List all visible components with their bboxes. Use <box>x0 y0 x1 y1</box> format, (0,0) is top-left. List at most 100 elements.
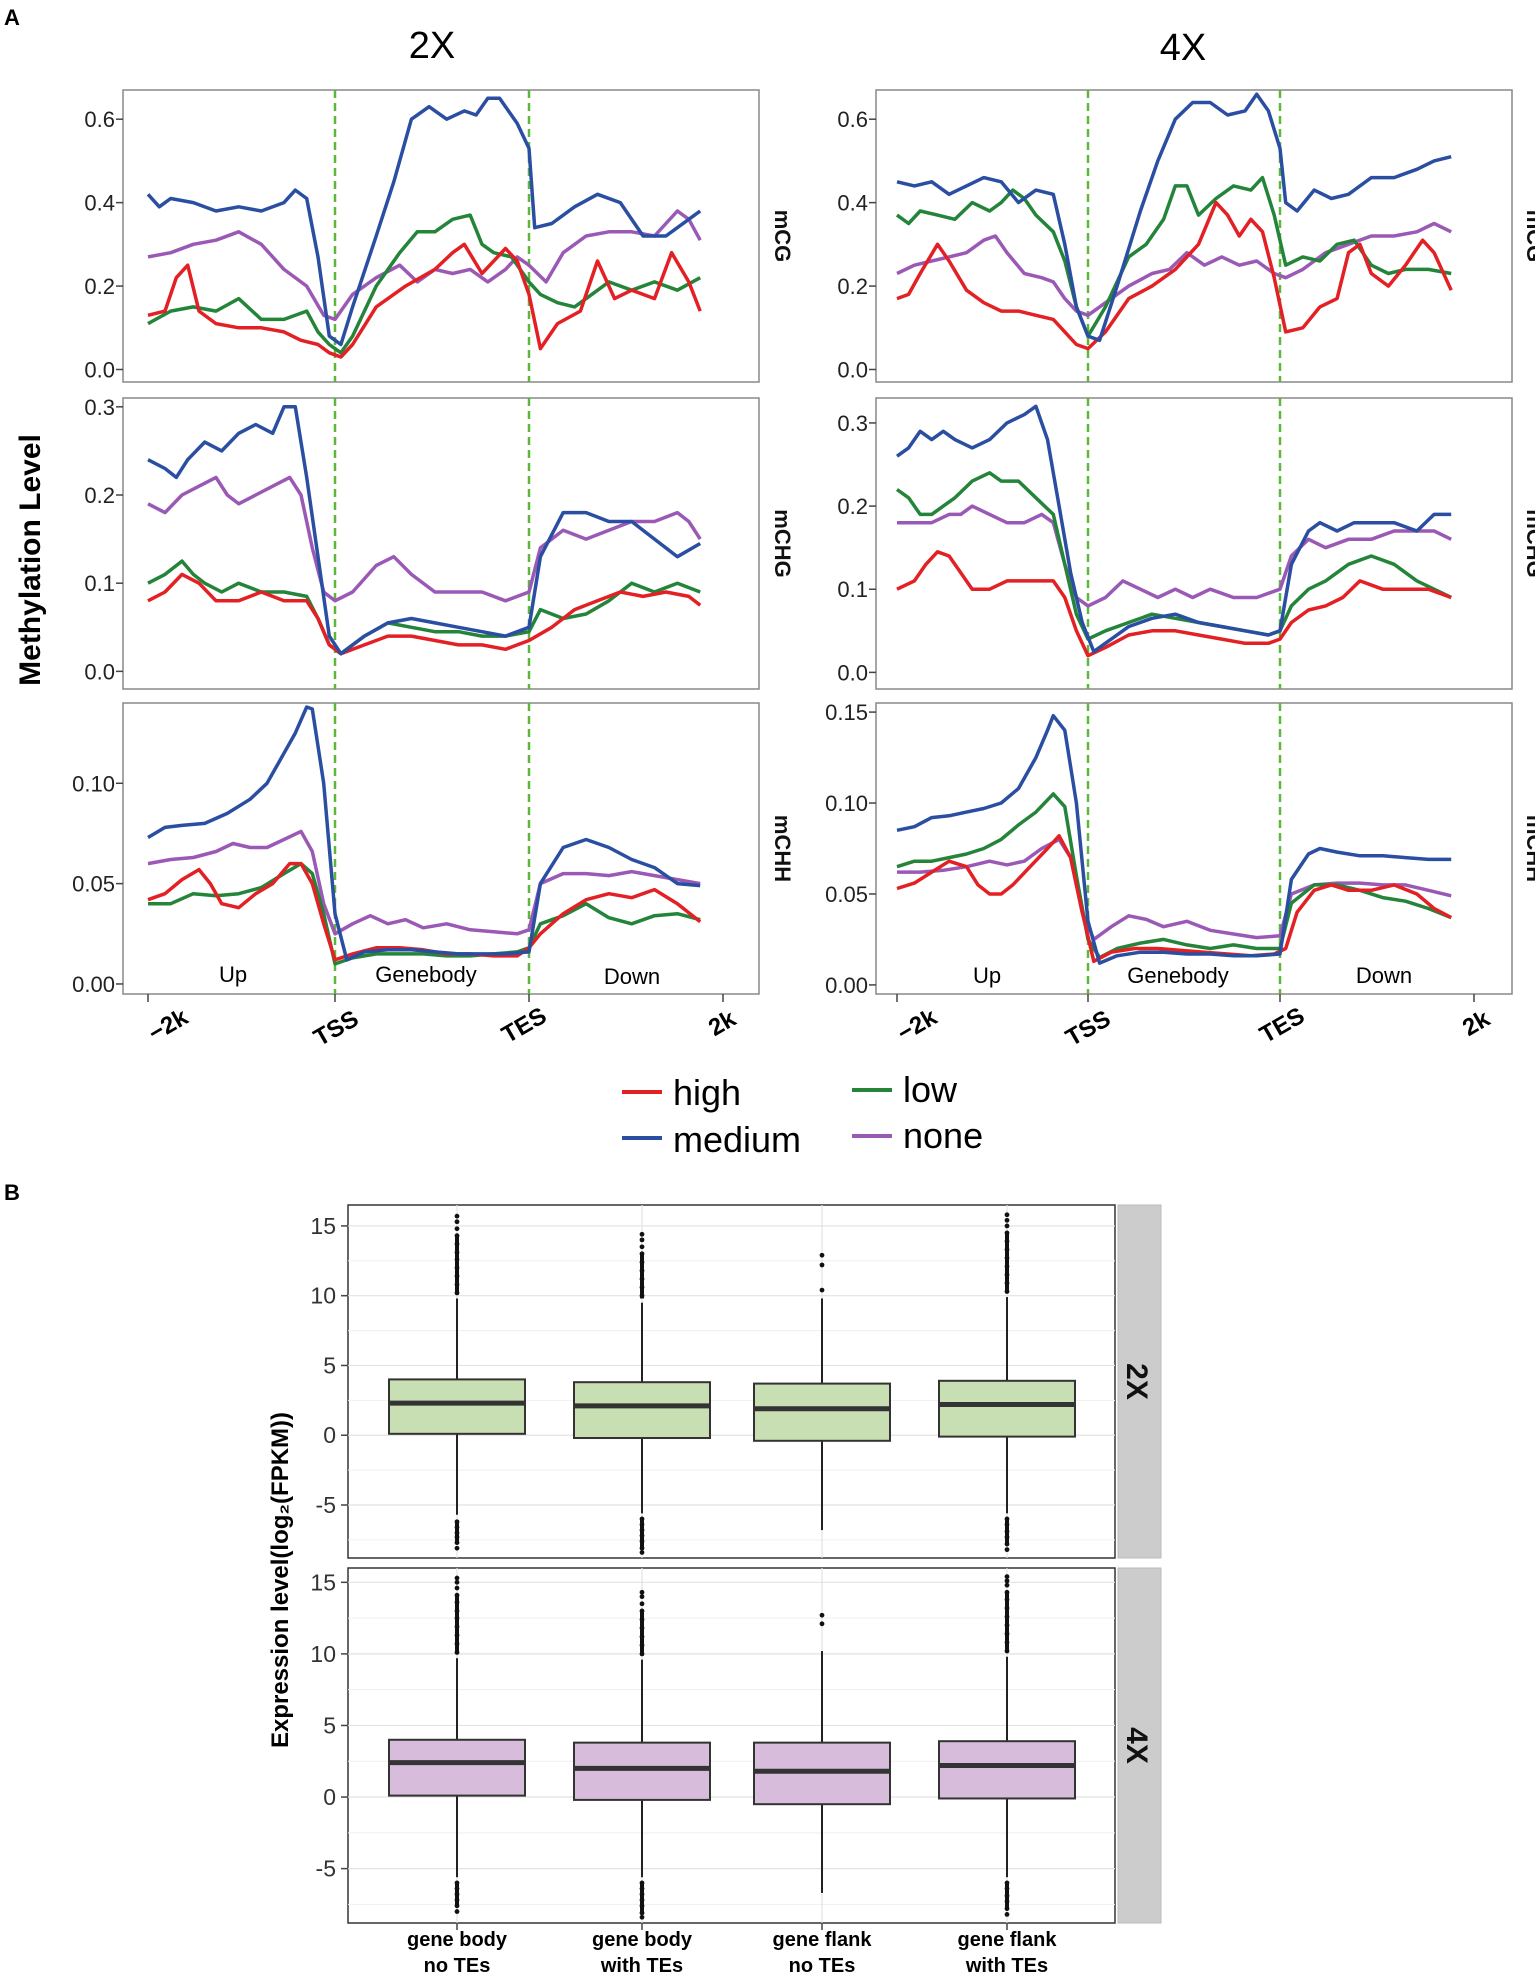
box-iqr <box>938 1740 1076 1800</box>
y-tick-label: 0.3 <box>84 395 115 420</box>
facet-label-mchg: mCHG <box>1522 509 1535 577</box>
x-tick-label-tes-4x: TES <box>1255 1002 1309 1049</box>
outlier-point <box>639 1589 645 1595</box>
box-4 <box>938 1574 1076 1917</box>
box-2 <box>573 1231 711 1555</box>
y-tick-label: 0.2 <box>84 483 115 508</box>
outlier-point <box>1004 1582 1010 1588</box>
legend-label-low: low <box>903 1069 958 1110</box>
y-tick-label: 15 <box>310 1569 336 1595</box>
category-label-3-line1: gene flank <box>773 1929 873 1951</box>
y-tick-label: 0.0 <box>84 659 115 684</box>
box-iqr <box>573 1381 711 1440</box>
y-tick-label: -5 <box>316 1856 336 1882</box>
series-line-high <box>147 242 702 359</box>
x-tick-label-minus2k-2x: −2k <box>144 1003 193 1047</box>
outlier-point <box>639 1231 645 1237</box>
column-title-2x: 2X <box>409 25 455 67</box>
y-tick-label: 0.10 <box>825 791 868 816</box>
outlier-point <box>819 1621 825 1627</box>
outlier-point <box>454 1579 460 1585</box>
outlier-point <box>639 1550 645 1555</box>
category-label-2-line2: with TEs <box>600 1955 683 1977</box>
box-panel-2x: -5 0 5 10 15 2X <box>310 1204 1162 1559</box>
line-panel-2x-mchh: 0.00 0.05 0.10 mCHH <box>72 702 795 1002</box>
outlier-point <box>454 1219 460 1225</box>
y-tick-label: 0.1 <box>84 571 115 596</box>
legend-label-high: high <box>673 1072 741 1113</box>
panel-frame <box>875 89 1513 383</box>
outlier-point <box>1004 1578 1010 1584</box>
region-label-up-4x: Up <box>973 963 1001 988</box>
outlier-point <box>819 1262 825 1268</box>
y-tick-label: 0.10 <box>72 771 115 796</box>
box-1 <box>388 1213 526 1551</box>
outlier-point <box>454 1226 460 1232</box>
y-tick-label: 0.6 <box>837 107 868 132</box>
y-tick-label: 15 <box>310 1213 336 1239</box>
series-line-low <box>896 792 1452 960</box>
outlier-point <box>454 1545 460 1551</box>
outlier-point <box>454 1575 460 1581</box>
panel-frame <box>122 397 760 690</box>
facet-label-mcg: mCG <box>770 210 795 263</box>
outlier-point <box>1004 1574 1010 1579</box>
category-label-1-line2: no TEs <box>424 1955 491 1977</box>
x-tick-label-tss-4x: TSS <box>1061 1005 1115 1052</box>
line-panel-4x-mchg: 0.0 0.1 0.2 0.3 mCHG <box>837 397 1535 690</box>
outlier-point <box>1004 1217 1010 1223</box>
y-tick-label: 0.0 <box>837 660 868 685</box>
series-line-medium <box>896 92 1452 343</box>
series-line-medium <box>146 96 702 347</box>
facet-strip <box>1117 1567 1162 1924</box>
series-line-low <box>895 175 1452 338</box>
series-line-high <box>896 834 1453 964</box>
y-tick-label: 0.2 <box>837 274 868 299</box>
series-line-high <box>147 861 702 962</box>
outlier-point <box>1004 1223 1010 1229</box>
outlier-point <box>1004 1212 1010 1218</box>
y-axis-title-expression: Expression level(log₂(FPKM)) <box>267 1412 294 1748</box>
y-tick-label: 0.2 <box>84 274 115 299</box>
panel-b-label: B <box>4 1180 20 1205</box>
methylation-line-panels: 0.00.20.40.6mCG0.00.10.20.3mCHG0.000.050… <box>72 89 1535 1002</box>
category-label-2-line1: gene body <box>592 1929 693 1951</box>
y-tick-label: -5 <box>316 1492 336 1518</box>
region-label-genebody-2x: Genebody <box>375 962 477 987</box>
outlier-point <box>454 1213 460 1219</box>
x-tick-label-tes-2x: TES <box>497 1002 551 1049</box>
region-label-down-2x: Down <box>604 964 660 989</box>
category-label-1-line1: gene body <box>407 1929 508 1951</box>
line-panel-4x-mcg: 0.0 0.2 0.4 0.6 mCG <box>837 89 1535 383</box>
column-title-4x: 4X <box>1160 27 1206 69</box>
outlier-point <box>1004 1912 1010 1917</box>
outlier-point <box>639 1601 645 1607</box>
box-3 <box>753 1612 891 1893</box>
y-tick-label: 0.4 <box>84 191 115 216</box>
category-label-3-line2: no TEs <box>789 1955 856 1977</box>
facet-label-mcg: mCG <box>1522 210 1535 263</box>
series-line-none <box>897 504 1452 608</box>
region-label-genebody-4x: Genebody <box>1127 963 1229 988</box>
y-tick-label: 0.6 <box>84 107 115 132</box>
box-iqr <box>573 1741 711 1801</box>
y-tick-label: 0.2 <box>837 494 868 519</box>
region-label-down-4x: Down <box>1356 963 1412 988</box>
y-tick-label: 0 <box>323 1422 336 1448</box>
facet-label-4x: 4X <box>1120 1727 1153 1764</box>
facet-label-mchh: mCHH <box>1522 815 1535 882</box>
y-tick-label: 5 <box>323 1712 336 1738</box>
series-line-high <box>896 200 1453 351</box>
series-line-none <box>147 475 702 603</box>
y-tick-label: 0 <box>323 1784 336 1810</box>
box-iqr <box>388 1378 526 1435</box>
x-tick-label-2k-2x: 2k <box>704 1005 741 1042</box>
box-4 <box>938 1212 1076 1553</box>
outlier-point <box>639 1237 645 1243</box>
y-tick-label: 0.00 <box>825 973 868 998</box>
series-line-low <box>148 861 701 966</box>
series-line-medium <box>896 713 1452 965</box>
region-label-up-2x: Up <box>219 962 247 987</box>
outlier-point <box>639 1244 645 1250</box>
